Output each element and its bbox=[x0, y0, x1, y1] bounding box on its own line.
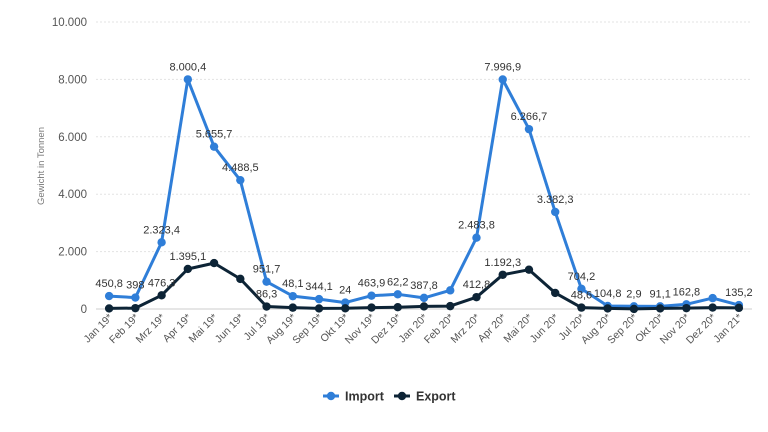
y-tick-label: 10.000 bbox=[52, 17, 87, 29]
import-data-point bbox=[498, 75, 507, 84]
export-data-label: 412,8 bbox=[463, 279, 491, 291]
import-data-point bbox=[472, 233, 481, 242]
import-data-label: 6.266,7 bbox=[511, 111, 548, 123]
export-data-point bbox=[629, 304, 639, 314]
export-data-point bbox=[472, 292, 481, 302]
export-data-label: 1.192,3 bbox=[484, 257, 521, 269]
export-data-point bbox=[367, 303, 376, 312]
y-tick-label: 4.000 bbox=[58, 189, 87, 201]
y-axis-label: Gewicht in Tonnen bbox=[36, 127, 47, 205]
import-data-label: 2.323,4 bbox=[143, 224, 180, 236]
x-tick-label: Mrz 19* bbox=[134, 312, 168, 346]
import-data-point bbox=[314, 294, 324, 304]
y-tick-label: 8.000 bbox=[58, 74, 87, 86]
import-data-label: 344,1 bbox=[305, 281, 333, 293]
import-data-point bbox=[367, 291, 376, 300]
export-data-point bbox=[655, 304, 665, 313]
export-data-label: 476,3 bbox=[148, 277, 176, 289]
import-data-label: 7.996,9 bbox=[484, 61, 521, 73]
export-data-label: 48,6 bbox=[571, 290, 592, 302]
import-data-label: 463,9 bbox=[358, 278, 386, 290]
y-tick-label: 2.000 bbox=[58, 247, 87, 259]
export-data-point bbox=[314, 304, 324, 313]
import-data-label: 24 bbox=[339, 285, 351, 297]
import-data-label: 48,1 bbox=[282, 278, 303, 290]
import-data-label: 135,2 bbox=[725, 287, 753, 299]
import-data-label: 704,2 bbox=[568, 271, 596, 283]
import-data-point bbox=[341, 298, 350, 307]
export-data-label: 1.395,1 bbox=[169, 251, 206, 263]
import-data-label: 5.655,7 bbox=[196, 129, 233, 141]
import-data-point bbox=[104, 291, 114, 301]
export-data-point bbox=[682, 303, 691, 313]
export-data-point bbox=[183, 264, 193, 274]
import-data-label: 91,1 bbox=[649, 288, 670, 300]
export-data-point bbox=[577, 303, 586, 312]
import-data-point bbox=[288, 291, 297, 301]
export-data-point bbox=[524, 265, 534, 274]
import-data-point bbox=[393, 290, 402, 299]
export-data-point bbox=[551, 288, 560, 298]
import-data-label: 450,8 bbox=[95, 278, 123, 290]
import-data-label: 104,8 bbox=[594, 288, 622, 300]
import-data-label: 62,2 bbox=[387, 276, 408, 288]
y-tick-label: 0 bbox=[81, 304, 87, 316]
x-tick-label: Jan 21* bbox=[711, 312, 745, 346]
legend-import-marker bbox=[326, 391, 336, 401]
export-data-point bbox=[104, 304, 114, 313]
import-data-point bbox=[262, 277, 271, 286]
import-series-line bbox=[107, 77, 741, 308]
import-data-point bbox=[209, 142, 219, 151]
x-tick-label: Jun 19* bbox=[213, 312, 247, 346]
export-data-point bbox=[708, 303, 717, 312]
import-data-point bbox=[157, 238, 166, 247]
export-data-point bbox=[288, 303, 297, 312]
import-data-label: 2.483,8 bbox=[458, 220, 495, 232]
import-data-point bbox=[524, 124, 534, 134]
legend-export-marker bbox=[397, 391, 407, 401]
export-data-label: 86,3 bbox=[256, 289, 277, 301]
import-data-point bbox=[708, 293, 717, 303]
import-data-point bbox=[236, 175, 245, 185]
import-data-point bbox=[183, 75, 193, 84]
import-data-point bbox=[419, 293, 429, 303]
import-data-label: 951,7 bbox=[253, 264, 281, 276]
import-data-point bbox=[577, 284, 586, 293]
export-data-point bbox=[498, 270, 507, 279]
export-data-point bbox=[236, 274, 245, 284]
x-tick-label: Mrz 20* bbox=[449, 312, 483, 346]
import-data-label: 4.488,5 bbox=[222, 162, 259, 174]
import-data-point bbox=[131, 293, 140, 302]
export-data-point bbox=[262, 302, 271, 311]
export-data-point bbox=[393, 303, 402, 312]
export-data-point bbox=[446, 301, 455, 311]
import-data-label: 387,8 bbox=[410, 280, 438, 292]
export-data-point bbox=[419, 302, 429, 311]
export-data-point bbox=[209, 258, 219, 268]
import-data-point bbox=[551, 207, 560, 217]
export-data-point bbox=[734, 303, 744, 313]
import-data-point bbox=[446, 286, 455, 295]
export-data-point bbox=[603, 304, 612, 313]
import-data-label: 3.382,3 bbox=[537, 194, 574, 206]
import-data-label: 398 bbox=[126, 280, 144, 292]
export-data-point bbox=[341, 304, 350, 313]
y-tick-label: 6.000 bbox=[58, 132, 87, 144]
import-data-label: 162,8 bbox=[673, 286, 701, 298]
export-data-point bbox=[157, 291, 166, 300]
legend-import-label: Import bbox=[345, 390, 385, 404]
x-tick-label: Jun 20* bbox=[528, 312, 562, 346]
legend-export-label: Export bbox=[416, 390, 456, 404]
import-data-label: 2,9 bbox=[626, 288, 641, 300]
export-data-point bbox=[131, 303, 140, 313]
import-data-label: 8.000,4 bbox=[169, 61, 206, 73]
